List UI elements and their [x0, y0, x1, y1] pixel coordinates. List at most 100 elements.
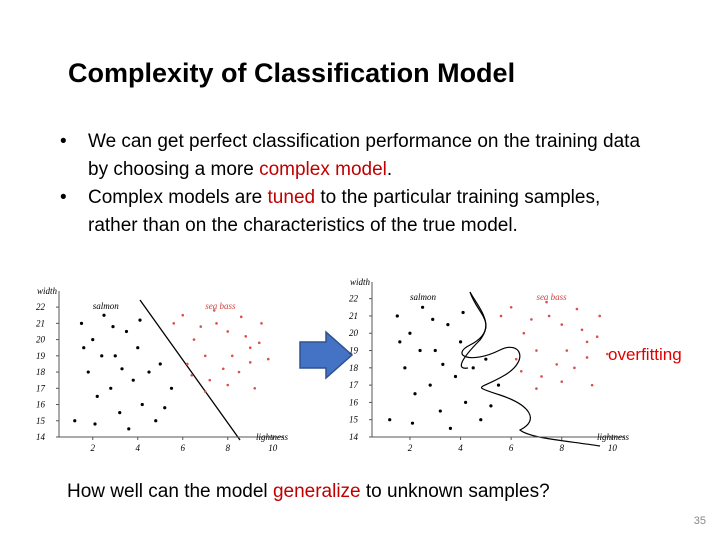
data-point — [408, 331, 412, 335]
x-tick-label: 6 — [509, 443, 514, 453]
data-point — [514, 357, 518, 361]
data-point — [215, 322, 218, 325]
data-point — [239, 315, 243, 319]
data-point — [471, 366, 475, 370]
y-tick-label: 18 — [349, 363, 359, 373]
data-point — [464, 400, 468, 405]
y-tick-label: 22 — [36, 302, 46, 312]
y-tick-label: 15 — [36, 416, 46, 426]
text: to the particular training samples, rath… — [88, 187, 601, 236]
data-point — [446, 322, 450, 327]
data-point — [244, 335, 248, 338]
data-point — [605, 352, 609, 356]
data-point — [479, 418, 483, 422]
data-point — [237, 370, 241, 374]
data-point — [519, 369, 523, 373]
x-tick-label: 4 — [136, 443, 141, 453]
data-point — [522, 331, 526, 335]
text: . — [386, 159, 393, 180]
data-point — [428, 383, 432, 387]
data-point — [530, 318, 533, 321]
decision-boundary — [460, 291, 487, 369]
class-label: salmon — [410, 292, 437, 302]
data-point — [438, 409, 442, 413]
y-tick-label: 18 — [36, 367, 46, 377]
highlight: complex model — [259, 159, 387, 180]
data-point — [248, 361, 252, 364]
data-point — [86, 370, 90, 374]
data-point — [127, 427, 131, 431]
data-point — [111, 325, 115, 329]
y-tick-label: 15 — [349, 415, 359, 425]
x-tick-label: 6 — [181, 443, 186, 453]
data-point — [540, 375, 543, 378]
data-point — [560, 380, 564, 383]
y-tick-label: 17 — [36, 383, 46, 393]
data-point — [136, 346, 140, 350]
x-tick-label: 2 — [408, 443, 413, 453]
highlight: generalize — [272, 481, 361, 502]
data-point — [595, 335, 599, 338]
data-point — [453, 374, 458, 379]
data-point — [221, 367, 225, 371]
data-point — [484, 357, 488, 361]
data-point — [82, 346, 86, 350]
data-point — [226, 330, 230, 333]
data-point — [190, 374, 194, 377]
data-point — [448, 426, 453, 430]
question: How well can the model generalize to unk… — [67, 481, 550, 503]
decision-boundary — [139, 299, 241, 441]
x-tick-label: 8 — [560, 443, 565, 453]
data-point — [458, 340, 463, 344]
data-point — [403, 366, 407, 370]
data-point — [100, 354, 104, 358]
data-point — [138, 318, 142, 322]
data-point — [185, 362, 189, 366]
data-point — [573, 366, 576, 370]
x-tick-label: 2 — [91, 443, 96, 453]
data-point — [431, 317, 435, 321]
data-point — [192, 338, 196, 341]
x-tick-label: 8 — [226, 443, 231, 453]
y-tick-label: 20 — [36, 335, 46, 345]
data-point — [555, 363, 558, 366]
data-point — [118, 411, 122, 415]
x-axis-label: lightness — [256, 432, 288, 442]
data-point — [158, 362, 162, 366]
data-point — [95, 394, 99, 399]
bullet: We can get perfect classification perfor… — [60, 128, 640, 184]
data-point — [585, 356, 589, 359]
data-point — [203, 390, 207, 393]
y-tick-label: 14 — [36, 432, 46, 442]
data-point — [181, 313, 185, 317]
data-point — [509, 305, 513, 309]
data-point — [560, 323, 564, 326]
data-point — [398, 340, 402, 344]
data-point — [598, 314, 601, 318]
data-point — [410, 421, 415, 425]
data-point — [79, 321, 84, 325]
data-point — [590, 383, 594, 387]
y-tick-label: 17 — [349, 380, 359, 390]
slide-title: Complexity of Classification Model — [68, 58, 516, 88]
data-point — [131, 378, 135, 382]
x-tick-label: 10 — [268, 443, 278, 453]
overfitting-label: overfitting — [608, 345, 682, 364]
data-point — [499, 314, 503, 318]
arrow — [299, 330, 354, 380]
y-axis-label: width — [350, 277, 371, 287]
data-point — [421, 305, 425, 309]
data-point — [124, 329, 129, 334]
page-number: 35 — [693, 515, 706, 527]
data-point — [565, 349, 569, 352]
data-point — [169, 386, 174, 390]
y-tick-label: 22 — [349, 294, 359, 304]
data-point — [433, 348, 437, 353]
x-tick-label: 10 — [608, 443, 618, 453]
y-tick-label: 19 — [36, 351, 46, 361]
data-point — [388, 418, 392, 422]
data-point — [93, 422, 97, 426]
highlight: tuned — [267, 187, 316, 208]
data-point — [154, 419, 158, 423]
